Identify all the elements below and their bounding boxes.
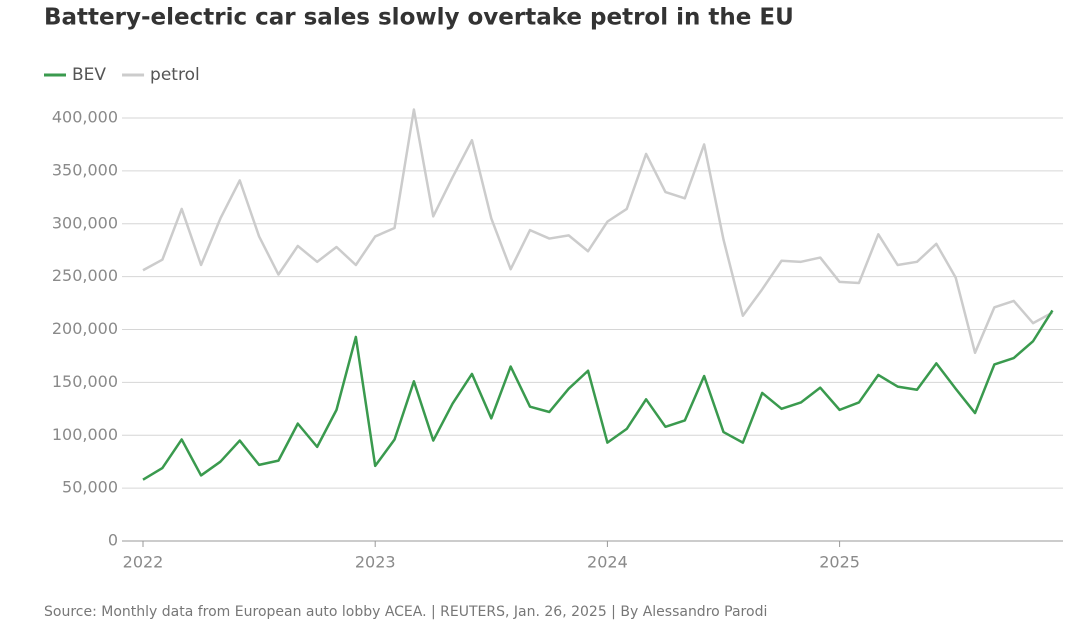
y-tick-label: 50,000 — [62, 478, 118, 497]
y-tick-label: 0 — [108, 531, 118, 550]
legend-label: petrol — [150, 65, 200, 85]
x-tick-label: 2025 — [819, 553, 860, 572]
y-tick-label: 200,000 — [52, 319, 118, 338]
y-tick-label: 400,000 — [52, 108, 118, 127]
y-tick-label: 100,000 — [52, 425, 118, 444]
source-note: Source: Monthly data from European auto … — [44, 604, 767, 620]
y-tick-label: 350,000 — [52, 160, 118, 179]
x-tick-label: 2023 — [355, 553, 396, 572]
x-tick-label: 2024 — [587, 553, 628, 572]
legend-label: BEV — [72, 65, 106, 85]
y-tick-label: 250,000 — [52, 266, 118, 285]
x-tick-label: 2022 — [123, 553, 164, 572]
chart-title: Battery-electric car sales slowly overta… — [44, 5, 794, 31]
series-line — [142, 309, 1054, 481]
y-tick-label: 150,000 — [52, 372, 118, 391]
series-line — [142, 108, 1054, 355]
y-tick-label: 300,000 — [52, 213, 118, 232]
